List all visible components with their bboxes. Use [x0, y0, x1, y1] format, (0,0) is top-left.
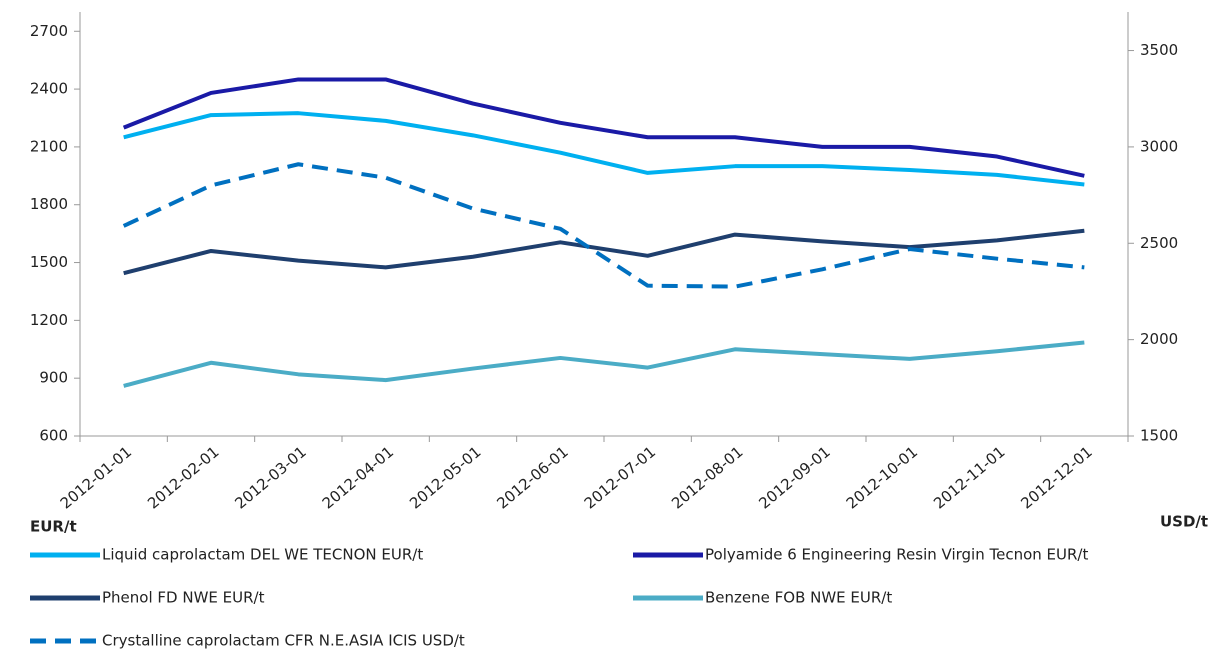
x-tick-label: 2012-07-01	[581, 443, 659, 513]
y-tick-label: 1800	[30, 195, 68, 213]
x-tick-label: 2012-08-01	[668, 443, 746, 513]
x-tick-label: 2012-05-01	[406, 443, 484, 513]
y-tick-label: 1500	[30, 253, 68, 271]
y-tick-label: 2400	[30, 80, 68, 98]
y-tick-label: 900	[39, 369, 68, 387]
y2-tick-label: 1500	[1140, 427, 1178, 445]
y-tick-label: 600	[39, 427, 68, 445]
legend-label: Phenol FD NWE EUR/t	[102, 589, 265, 607]
x-tick-label: 2012-10-01	[843, 443, 921, 513]
x-tick-label: 2012-06-01	[493, 443, 571, 513]
x-tick-label: 2012-09-01	[755, 443, 833, 513]
series-line	[123, 111, 1085, 187]
series-line	[123, 340, 1085, 388]
y2-tick-label: 2000	[1140, 330, 1178, 348]
x-tick-label: 2012-12-01	[1017, 443, 1095, 513]
y-tick-label: 2700	[30, 22, 68, 40]
y-tick-label: 2100	[30, 137, 68, 155]
y-tick-label: 1200	[30, 311, 68, 329]
x-tick-label: 2012-11-01	[930, 443, 1008, 513]
series-line	[123, 228, 1085, 276]
y2-tick-label: 2500	[1140, 234, 1178, 252]
y2-tick-label: 3000	[1140, 137, 1178, 155]
legend-label: Liquid caprolactam DEL WE TECNON EUR/t	[102, 546, 423, 564]
series-line	[122, 77, 1085, 178]
series-line	[122, 162, 1085, 289]
y2-tick-label: 3500	[1140, 41, 1178, 59]
x-tick-label: 2012-04-01	[319, 443, 397, 513]
x-tick-label: 2012-03-01	[231, 443, 309, 513]
legend-label: Benzene FOB NWE EUR/t	[705, 589, 892, 607]
legend-label: Crystalline caprolactam CFR N.E.ASIA ICI…	[102, 632, 465, 650]
legend-label: Polyamide 6 Engineering Resin Virgin Tec…	[705, 546, 1088, 564]
x-tick-label: 2012-01-01	[57, 443, 135, 513]
x-tick-label: 2012-02-01	[144, 443, 222, 513]
y2-axis-label: USD/t	[1160, 513, 1208, 531]
y-axis-label: EUR/t	[30, 518, 77, 536]
